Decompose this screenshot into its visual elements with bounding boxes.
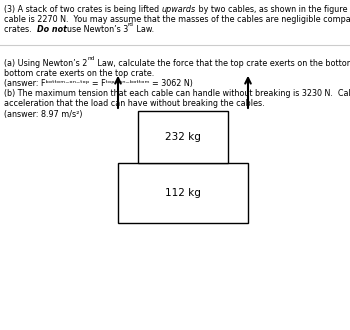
Text: (answer: Fᵇᵒᵗᵗᵒᵐ⁻ᵒⁿ⁻ᵗᵒᵖ = Fᵗᵒᵖ⁻ᵒⁿ⁻ᵇᵒᵗᵗᵒᵐ = 3062 N): (answer: Fᵇᵒᵗᵗᵒᵐ⁻ᵒⁿ⁻ᵗᵒᵖ = Fᵗᵒᵖ⁻ᵒⁿ⁻ᵇᵒᵗᵗᵒᵐ… (4, 79, 193, 88)
Text: (a) Using Newton’s 2: (a) Using Newton’s 2 (4, 59, 87, 68)
Text: use Newton’s 3: use Newton’s 3 (66, 25, 128, 34)
Text: (answer: 8.97 m/s²): (answer: 8.97 m/s²) (4, 110, 83, 118)
Text: 232 kg: 232 kg (165, 132, 201, 142)
Text: 112 kg: 112 kg (165, 188, 201, 198)
Text: rd: rd (128, 22, 134, 27)
Text: upwards: upwards (162, 5, 196, 14)
Text: by two cables, as shown in the figure below.  The tension in each: by two cables, as shown in the figure be… (196, 5, 350, 14)
Text: (3) A stack of two crates is being lifted: (3) A stack of two crates is being lifte… (4, 5, 162, 14)
Text: Do not: Do not (37, 25, 66, 34)
Text: acceleration that the load can have without breaking the cables.: acceleration that the load can have with… (4, 99, 265, 108)
Text: Law, calculate the force that the top crate exerts on the bottom crate and the f: Law, calculate the force that the top cr… (95, 59, 350, 68)
Bar (138, 111, 228, 163)
Text: (b) The maximum tension that each cable can handle without breaking is 3230 N.  : (b) The maximum tension that each cable … (4, 89, 350, 98)
Text: nd: nd (88, 55, 95, 61)
Text: cable is 2270 N.  You may assume that the masses of the cables are negligible co: cable is 2270 N. You may assume that the… (4, 15, 350, 24)
Text: crates.: crates. (4, 25, 37, 34)
Bar (118, 163, 248, 223)
Text: Law.: Law. (134, 25, 154, 34)
Text: bottom crate exerts on the top crate.: bottom crate exerts on the top crate. (4, 69, 154, 78)
